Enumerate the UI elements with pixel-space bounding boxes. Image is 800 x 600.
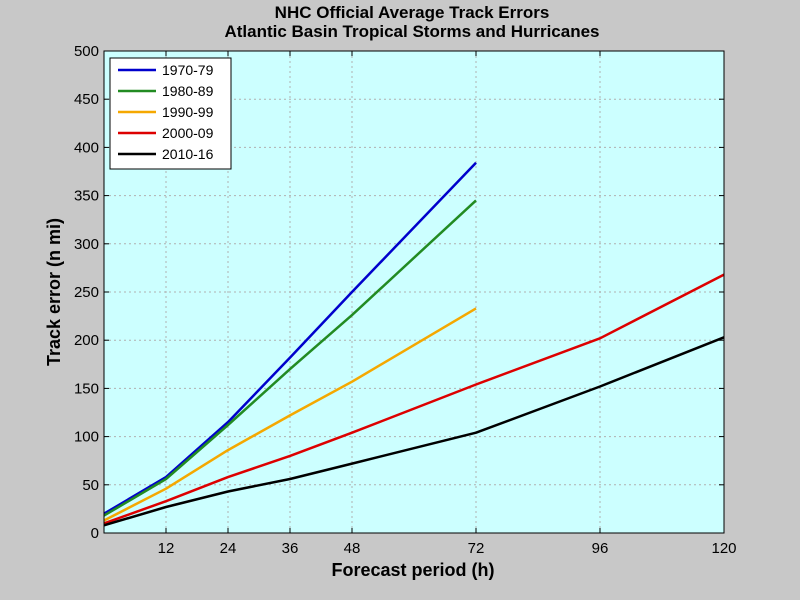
x-tick-label: 120 <box>711 540 736 557</box>
axis-ticks: 0 50 100 150 200 250 300 350 400 450 500 12 24 36 48 72… <box>74 43 737 557</box>
x-tick-label: 96 <box>592 540 609 557</box>
x-tick-label: 36 <box>282 540 299 557</box>
legend-label: 1980-89 <box>162 83 214 99</box>
y-tick-label: 100 <box>74 429 99 446</box>
y-tick-label: 200 <box>74 332 99 349</box>
chart-subtitle: Atlantic Basin Tropical Storms and Hurri… <box>224 22 599 41</box>
series-line-1990-99 <box>103 307 477 522</box>
x-tick-label: 12 <box>158 540 175 557</box>
y-tick-label: 350 <box>74 188 99 205</box>
series-line-1970-79 <box>103 161 477 515</box>
legend-label: 1990-99 <box>162 104 214 120</box>
series-line-2000-09 <box>103 273 725 525</box>
y-axis-label: Track error (n mi) <box>44 218 64 366</box>
y-tick-label: 500 <box>74 43 99 60</box>
y-tick-label: 0 <box>91 525 99 542</box>
x-tick-label: 24 <box>220 540 237 557</box>
x-tick-label: 72 <box>468 540 485 557</box>
series-lines <box>103 161 725 527</box>
chart-title: NHC Official Average Track Errors <box>275 3 550 22</box>
legend-label: 2000-09 <box>162 125 214 141</box>
x-tick-label: 48 <box>344 540 361 557</box>
y-tick-label: 450 <box>74 91 99 108</box>
series-line-2010-16 <box>103 336 725 527</box>
legend-label: 2010-16 <box>162 146 214 162</box>
y-tick-label: 250 <box>74 284 99 301</box>
y-tick-label: 150 <box>74 380 99 397</box>
legend: 1970-79 1980-89 1990-99 2000-09 2010-16 <box>109 57 232 170</box>
series-line-1980-89 <box>103 199 477 517</box>
y-tick-label: 50 <box>82 477 99 494</box>
y-tick-label: 300 <box>74 236 99 253</box>
x-axis-label: Forecast period (h) <box>331 560 494 580</box>
y-tick-label: 400 <box>74 139 99 156</box>
legend-label: 1970-79 <box>162 62 214 78</box>
legend-box <box>109 57 232 170</box>
plot-frame <box>103 50 725 534</box>
